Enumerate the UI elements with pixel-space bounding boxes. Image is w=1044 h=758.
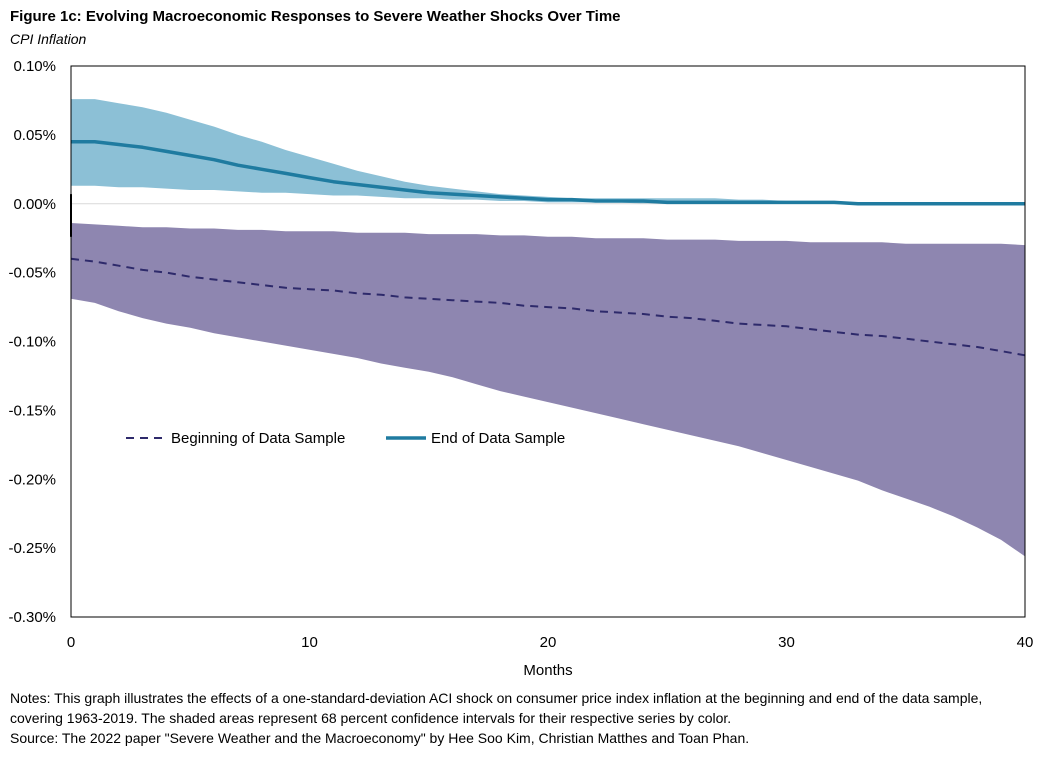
x-axis-label: Months — [523, 662, 572, 679]
source-text: Source: The 2022 paper "Severe Weather a… — [10, 730, 750, 746]
legend: Beginning of Data Sample End of Data Samp… — [126, 430, 565, 447]
y-tick-label: -0.05% — [8, 265, 56, 282]
y-axis-ticks: 0.10% 0.05% 0.00% -0.05% -0.10% -0.15% -0.20% -… — [8, 58, 56, 626]
x-tick-label: 0 — [67, 634, 75, 651]
y-tick-label: 0.00% — [13, 196, 56, 213]
confidence-bands — [70, 99, 1025, 557]
x-tick-label: 10 — [301, 634, 318, 651]
legend-label-1: End of Data Sample — [431, 430, 565, 447]
series-line-0 — [70, 257, 1026, 357]
chart-title: Figure 1c: Evolving Macroeconomic Respon… — [10, 8, 621, 25]
x-tick-label: 30 — [778, 634, 795, 651]
series-line-1 — [71, 140, 1025, 206]
y-tick-label: 0.10% — [13, 58, 56, 75]
chart-subtitle: CPI Inflation — [10, 31, 87, 47]
confidence-band-1 — [71, 99, 1025, 204]
confidence-band-0 — [71, 223, 1025, 557]
y-tick-label: -0.25% — [8, 540, 56, 557]
y-tick-label: -0.10% — [8, 334, 56, 351]
plot-area-frame — [70, 65, 1026, 618]
x-tick-label: 20 — [540, 634, 557, 651]
notes-text: Notes: This graph illustrates the effect… — [10, 690, 983, 726]
series-lines — [70, 140, 1026, 357]
y-tick-label: -0.15% — [8, 402, 56, 419]
x-axis-ticks: 0 10 20 30 40 — [67, 634, 1034, 651]
legend-label-0: Beginning of Data Sample — [171, 430, 345, 447]
chart: 0.10% 0.05% 0.00% -0.05% -0.10% -0.15% -0.20% -… — [8, 58, 1034, 679]
y-tick-label: 0.05% — [13, 127, 56, 144]
y-tick-label: -0.30% — [8, 609, 56, 626]
x-tick-label: 40 — [1017, 634, 1034, 651]
notes: Notes: This graph illustrates the effect… — [10, 688, 1038, 748]
y-tick-label: -0.20% — [8, 471, 56, 488]
